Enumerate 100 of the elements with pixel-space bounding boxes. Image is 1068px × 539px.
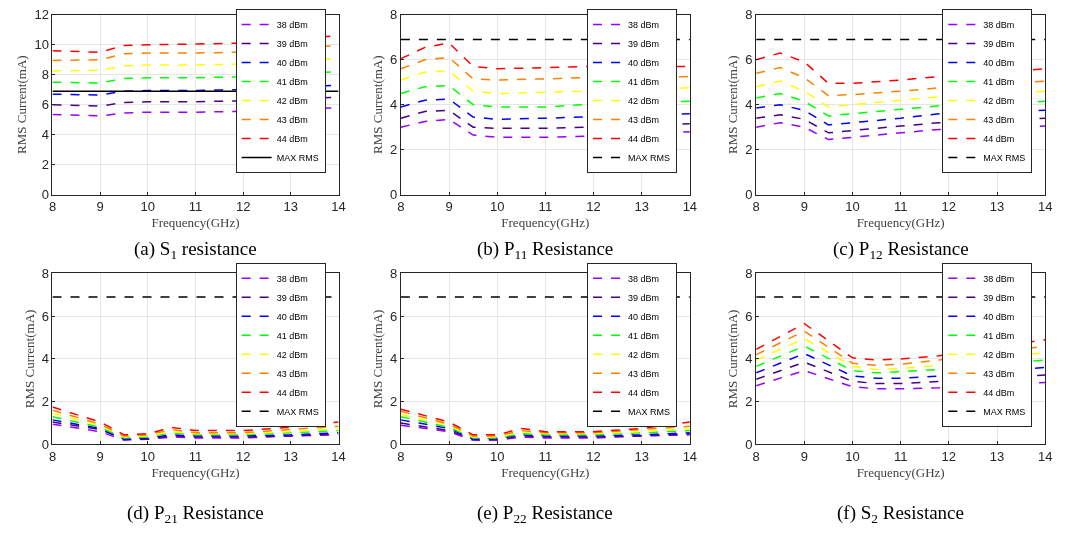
legend-label: MAX RMS <box>628 406 671 417</box>
x-tick-label: 11 <box>893 449 908 465</box>
x-tick-label: 11 <box>538 199 553 215</box>
legend-label: 43 dBm <box>276 114 308 125</box>
x-tick-label: 13 <box>989 199 1005 215</box>
y-tick-label: 2 <box>41 157 49 173</box>
y-tick-label: 4 <box>745 97 753 113</box>
text: (b) P$_{11}$ Resistance <box>477 238 614 262</box>
legend-label: 44 dBm <box>983 133 1015 144</box>
legend-label: 42 dBm <box>276 95 308 106</box>
x-tick-label: 12 <box>235 449 251 465</box>
legend-label: 38 dBm <box>983 273 1015 284</box>
y-tick-label: 0 <box>41 187 49 203</box>
legend-label: MAX RMS <box>983 406 1026 417</box>
legend-label: 40 dBm <box>983 311 1015 322</box>
y-tick-label: 2 <box>745 142 753 158</box>
x-axis-title: Frequency(GHz) <box>501 214 590 230</box>
x-tick-label: 13 <box>989 449 1005 465</box>
legend-label: 39 dBm <box>276 38 308 49</box>
legend-label: 38 dBm <box>628 273 660 284</box>
y-axis-title: RMS Current(mA) <box>369 309 385 409</box>
x-tick-label: 11 <box>538 449 553 465</box>
legend-label: 42 dBm <box>983 95 1015 106</box>
text: (f) S$_{2}$ Resistance <box>837 502 964 526</box>
x-tick-label: 12 <box>235 199 251 215</box>
legend-label: 40 dBm <box>628 311 660 322</box>
legend-label: 40 dBm <box>983 57 1015 68</box>
legend-label: 42 dBm <box>628 95 660 106</box>
y-tick-label: 2 <box>390 142 398 158</box>
legend-label: 42 dBm <box>276 349 308 360</box>
y-tick-label: 8 <box>745 265 753 281</box>
x-tick-label: 13 <box>283 449 299 465</box>
x-tick-label: 9 <box>96 449 104 465</box>
y-tick-label: 0 <box>390 187 398 203</box>
x-tick-label: 10 <box>140 199 156 215</box>
legend-label: MAX RMS <box>628 152 671 163</box>
legend-label: 40 dBm <box>276 57 308 68</box>
x-tick-label: 10 <box>845 199 860 215</box>
y-tick-label: 6 <box>390 308 398 324</box>
y-tick-label: 6 <box>745 308 753 324</box>
y-tick-label: 8 <box>745 7 753 23</box>
y-axis-title: RMS Current(mA) <box>725 55 741 154</box>
legend-label: 41 dBm <box>276 330 308 341</box>
legend-label: 42 dBm <box>983 349 1015 360</box>
y-tick-label: 4 <box>390 97 398 113</box>
x-axis-title: Frequency(GHz) <box>151 464 240 480</box>
text: (a) S$_{1}$ resistance <box>134 238 257 262</box>
y-tick-label: 0 <box>745 437 753 453</box>
legend-label: 39 dBm <box>628 38 660 49</box>
legend-label: 40 dBm <box>276 311 308 322</box>
legend-label: 39 dBm <box>276 292 308 303</box>
y-tick-label: 8 <box>390 7 398 23</box>
y-tick-label: 0 <box>745 187 753 203</box>
x-tick-label: 12 <box>941 449 957 465</box>
x-tick-label: 13 <box>634 199 649 215</box>
x-axis-title: Frequency(GHz) <box>151 214 240 230</box>
y-tick-label: 4 <box>41 127 49 143</box>
y-axis-title: RMS Current(mA) <box>14 55 30 154</box>
legend-label: 38 dBm <box>276 273 308 284</box>
legend-label: 38 dBm <box>276 19 308 30</box>
y-tick-label: 4 <box>745 351 753 367</box>
y-tick-label: 12 <box>34 7 49 23</box>
y-tick-label: 8 <box>41 265 49 281</box>
legend-label: 43 dBm <box>628 114 660 125</box>
text: (c) P$_{12}$ Resistance <box>833 238 969 262</box>
legend-label: 41 dBm <box>628 76 660 87</box>
y-tick-label: 8 <box>41 67 49 83</box>
y-tick-label: 6 <box>41 308 49 324</box>
legend-label: 44 dBm <box>276 387 308 398</box>
legend-label: 43 dBm <box>983 114 1015 125</box>
x-tick-label: 12 <box>941 199 957 215</box>
x-tick-label: 9 <box>445 199 453 215</box>
x-tick-label: 10 <box>489 449 505 465</box>
y-tick-label: 10 <box>34 37 49 53</box>
legend-label: MAX RMS <box>983 152 1026 163</box>
y-tick-label: 0 <box>390 437 398 453</box>
legend-label: 43 dBm <box>628 368 660 379</box>
y-axis-title: RMS Current(mA) <box>369 55 385 154</box>
y-axis-title: RMS Current(mA) <box>725 309 741 409</box>
legend-label: 41 dBm <box>983 76 1015 87</box>
legend-label: 42 dBm <box>628 349 660 360</box>
y-tick-label: 8 <box>390 265 398 281</box>
y-tick-label: 6 <box>745 52 753 68</box>
text: (d) P$_{21}$ Resistance <box>127 502 264 526</box>
x-tick-label: 14 <box>331 199 346 215</box>
legend-label: 41 dBm <box>276 76 308 87</box>
x-tick-label: 12 <box>586 199 601 215</box>
x-tick-label: 13 <box>634 449 649 465</box>
x-tick-label: 9 <box>800 449 808 465</box>
x-tick-label: 10 <box>489 199 505 215</box>
legend-label: MAX RMS <box>276 406 319 417</box>
x-tick-label: 11 <box>188 449 203 465</box>
x-tick-label: 14 <box>1037 199 1053 215</box>
legend-label: 44 dBm <box>983 387 1015 398</box>
y-tick-label: 6 <box>390 52 398 68</box>
legend-label: 44 dBm <box>276 133 308 144</box>
x-tick-label: 9 <box>96 199 104 215</box>
x-tick-label: 9 <box>800 199 808 215</box>
x-tick-label: 10 <box>845 449 860 465</box>
y-tick-label: 4 <box>41 351 49 367</box>
